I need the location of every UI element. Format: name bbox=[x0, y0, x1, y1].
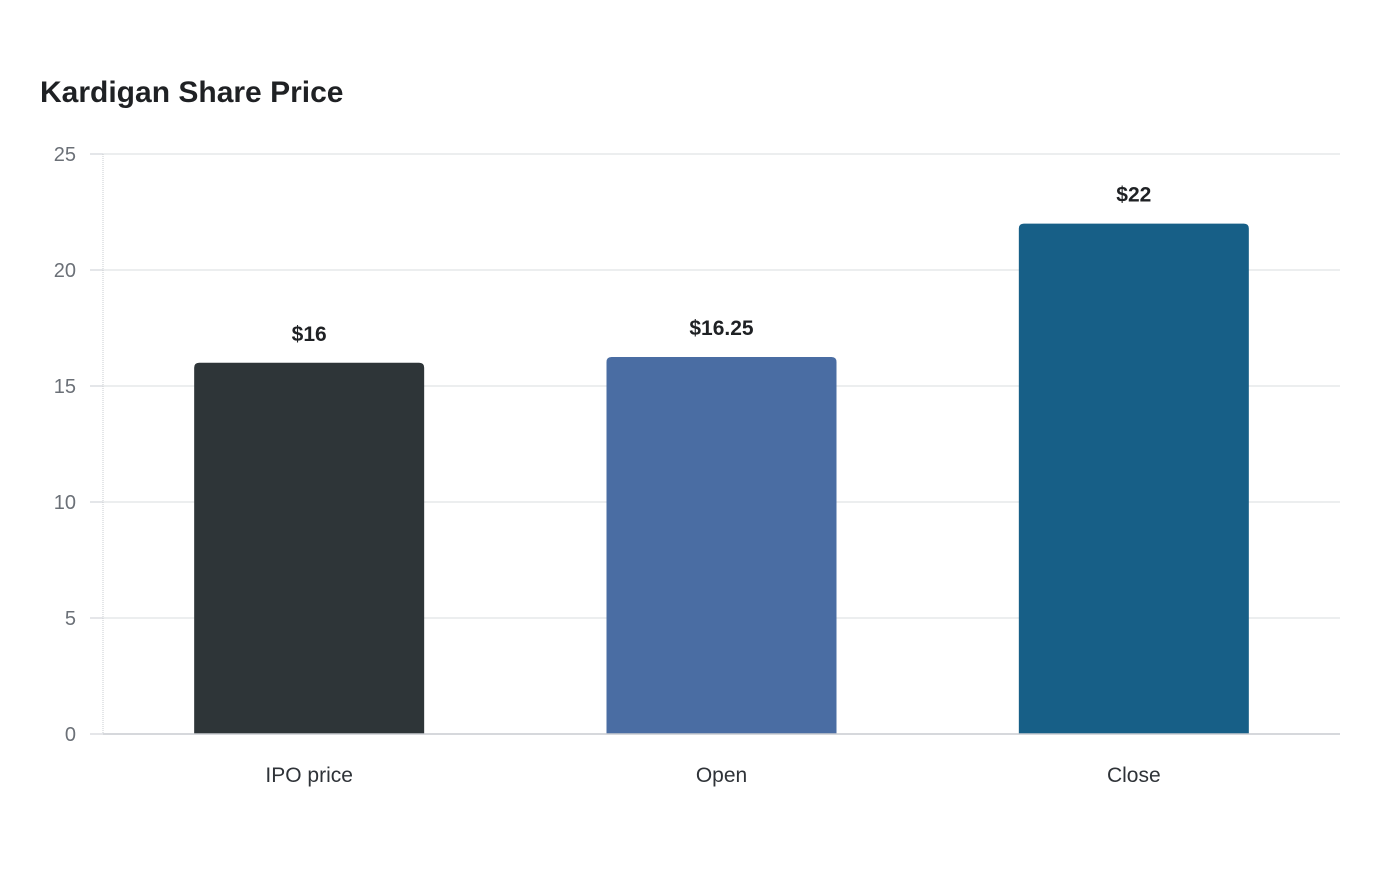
bar bbox=[606, 357, 837, 734]
x-category-label: Open bbox=[696, 764, 747, 787]
bar bbox=[194, 362, 425, 734]
y-tick-label: 0 bbox=[65, 724, 76, 746]
bar bbox=[1018, 223, 1249, 734]
bar-value-labels: $16 $16.25 $22 bbox=[292, 184, 1152, 346]
bar-value-label: $22 bbox=[1116, 184, 1151, 207]
bar-value-label: $16 bbox=[292, 323, 327, 346]
bar-value-label: $16.25 bbox=[689, 317, 754, 340]
x-axis-category-labels: IPO price Open Close bbox=[265, 764, 1160, 787]
x-category-label: IPO price bbox=[265, 764, 353, 787]
y-axis-tick-labels: 0 5 10 15 20 25 bbox=[54, 144, 76, 746]
y-tick-label: 25 bbox=[54, 144, 76, 166]
y-tick-label: 10 bbox=[54, 492, 76, 514]
y-tick-label: 20 bbox=[54, 260, 76, 282]
bars bbox=[194, 223, 1249, 734]
x-category-label: Close bbox=[1107, 764, 1161, 787]
y-tick-label: 5 bbox=[65, 608, 76, 630]
chart-title: Kardigan Share Price bbox=[40, 76, 344, 109]
axes bbox=[90, 153, 1340, 735]
y-tick-label: 15 bbox=[54, 376, 76, 398]
